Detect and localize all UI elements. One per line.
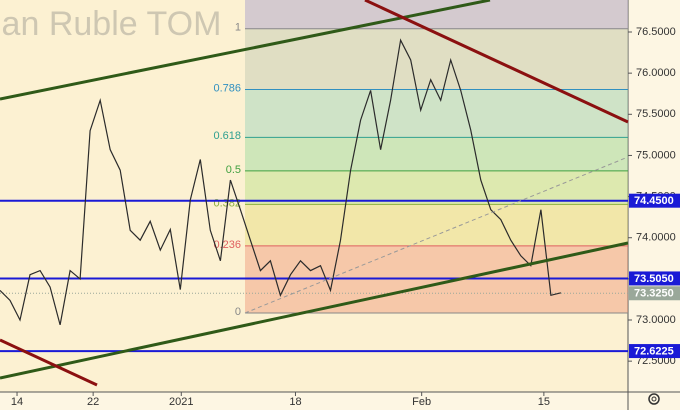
time-axis — [0, 392, 628, 410]
fib-band — [245, 137, 628, 171]
fib-label: 0 — [235, 306, 241, 318]
settings-icon[interactable] — [648, 393, 660, 405]
price-label-box — [629, 286, 680, 301]
price-label: 73.3250 — [634, 288, 674, 300]
y-tick-label: 75.5000 — [636, 108, 676, 120]
trend-line — [244, 156, 629, 314]
x-tick-label: 14 — [11, 396, 23, 408]
y-tick-label: 74.0000 — [636, 232, 676, 244]
fib-band — [245, 170, 628, 205]
price-label: 72.6225 — [634, 345, 674, 357]
y-tick-label: 76.0000 — [636, 67, 676, 79]
fib-label: 0.786 — [213, 82, 241, 94]
fib-label: 1 — [235, 22, 241, 34]
price-label-box — [629, 344, 680, 359]
fib-label: 0.236 — [213, 239, 241, 251]
y-tick-label: 73.0000 — [636, 314, 676, 326]
price-label-box — [629, 271, 680, 286]
fib-label: 0.5 — [226, 164, 241, 176]
fib-band — [245, 0, 628, 29]
trend-line — [0, 241, 629, 380]
trend-line — [0, 338, 98, 387]
x-tick-label: Feb — [412, 396, 431, 408]
x-tick-label: 18 — [289, 396, 301, 408]
x-tick-label: 15 — [538, 396, 550, 408]
fib-band — [245, 204, 628, 246]
axes: 72.500073.000073.500074.000074.500075.00… — [11, 26, 680, 408]
price-label: 73.5050 — [634, 273, 674, 285]
price-label-box — [629, 193, 680, 208]
y-tick-label: 76.5000 — [636, 26, 676, 38]
x-tick-label: 2021 — [169, 396, 193, 408]
price-label: 74.4500 — [634, 195, 674, 207]
trend-line — [364, 0, 629, 124]
fib-band — [245, 89, 628, 138]
fib-band — [245, 28, 628, 90]
price-line-series — [0, 38, 562, 326]
x-tick-label: 22 — [87, 396, 99, 408]
plot — [0, 38, 628, 353]
y-tick-label: 75.0000 — [636, 149, 676, 161]
trend-line — [0, 0, 491, 101]
fib-label: 0.618 — [213, 130, 241, 142]
watermark: ian Ruble TOM — [0, 5, 221, 43]
